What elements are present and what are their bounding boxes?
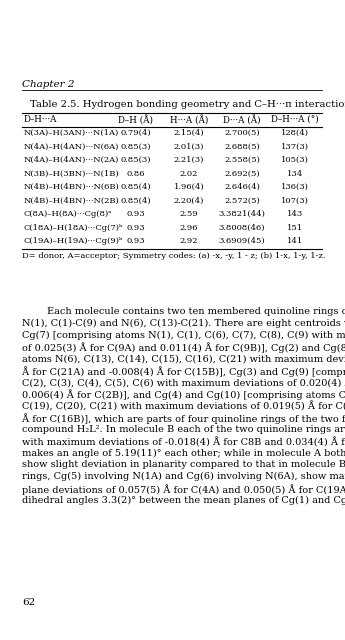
Text: Each molecule contains two ten membered quinoline rings comprising atoms: Each molecule contains two ten membered …: [22, 307, 345, 316]
Text: Cg(7) [comprising atoms N(1), C(1), C(6), C(7), C(8), C(9) with maximum deviatio: Cg(7) [comprising atoms N(1), C(1), C(6)…: [22, 331, 345, 340]
Text: 0.006(4) Å for C(2B)], and Cg(4) and Cg(10) [comprising atoms C(16), C(17), C(18: 0.006(4) Å for C(2B)], and Cg(4) and Cg(…: [22, 390, 345, 401]
Text: N(4B)–H(4BN)···N(6B): N(4B)–H(4BN)···N(6B): [24, 183, 120, 191]
Text: 0.93: 0.93: [127, 237, 145, 245]
Text: 2.21(3): 2.21(3): [174, 156, 204, 164]
Text: 2.92: 2.92: [180, 237, 198, 245]
Text: 136(3): 136(3): [281, 183, 309, 191]
Text: D–H···A (°): D–H···A (°): [271, 115, 319, 124]
Text: with maximum deviations of -0.018(4) Å for C8B and 0.034(4) Å for C(19B), and: with maximum deviations of -0.018(4) Å f…: [22, 436, 345, 447]
Text: N(4B)–H(4BN)···N(2B): N(4B)–H(4BN)···N(2B): [24, 196, 120, 205]
Text: N(3B)–H(3BN)···N(1B): N(3B)–H(3BN)···N(1B): [24, 170, 120, 177]
Text: H···A (Å): H···A (Å): [170, 115, 208, 125]
Text: 3.8008(46): 3.8008(46): [219, 223, 265, 232]
Text: 0.86: 0.86: [127, 170, 145, 177]
Text: 107(3): 107(3): [281, 196, 309, 205]
Text: Å for C(21A) and -0.008(4) Å for C(15B)], Cg(3) and Cg(9) [comprising atoms C(1): Å for C(21A) and -0.008(4) Å for C(15B)]…: [22, 366, 345, 377]
Text: 2.96: 2.96: [180, 223, 198, 232]
Text: 62: 62: [22, 598, 35, 607]
Text: C(2), C(3), C(4), C(5), C(6) with maximum deviations of 0.020(4) Å for C(1A) and: C(2), C(3), C(4), C(5), C(6) with maximu…: [22, 378, 345, 388]
Text: 2.01(3): 2.01(3): [174, 143, 204, 150]
Text: 2.59: 2.59: [180, 210, 198, 218]
Text: 1.96(4): 1.96(4): [174, 183, 204, 191]
Text: 2.572(5): 2.572(5): [224, 196, 260, 205]
Text: 141: 141: [287, 237, 303, 245]
Text: 2.02: 2.02: [180, 170, 198, 177]
Text: C(18A)–H(18A)···Cg(7)ᵇ: C(18A)–H(18A)···Cg(7)ᵇ: [24, 223, 124, 232]
Text: D= donor, A=acceptor; Symmetry codes: (a) -x, -y, 1 - z; (b) 1-x, 1-y, 1-z.: D= donor, A=acceptor; Symmetry codes: (a…: [22, 252, 325, 259]
Text: 0.85(3): 0.85(3): [121, 143, 151, 150]
Text: Å for C(16B)], which are parts of four quinoline rings of the two forms A and B : Å for C(16B)], which are parts of four q…: [22, 413, 345, 424]
Text: 0.79(4): 0.79(4): [121, 129, 151, 137]
Text: N(4A)–H(4AN)···N(6A): N(4A)–H(4AN)···N(6A): [24, 143, 119, 150]
Text: dihedral angles 3.3(2)° between the mean planes of Cg(1) and Cg(3) and 2.7(2)°: dihedral angles 3.3(2)° between the mean…: [22, 496, 345, 505]
Text: 2.15(4): 2.15(4): [174, 129, 204, 137]
Text: C(19), C(20), C(21) with maximum deviations of 0.019(5) Å for C(19A) and 0.014(4: C(19), C(20), C(21) with maximum deviati…: [22, 401, 345, 412]
Text: atoms N(6), C(13), C(14), C(15), C(16), C(21) with maximum deviations of 0.018(4: atoms N(6), C(13), C(14), C(15), C(16), …: [22, 354, 345, 363]
Text: Table 2.5. Hydrogen bonding geometry and C–H···π interactions of H₂L¹.: Table 2.5. Hydrogen bonding geometry and…: [30, 100, 345, 109]
Text: 3.6909(45): 3.6909(45): [219, 237, 265, 245]
Text: 0.93: 0.93: [127, 210, 145, 218]
Text: 0.93: 0.93: [127, 223, 145, 232]
Text: C(19A)–H(19A)···Cg(9)ᵇ: C(19A)–H(19A)···Cg(9)ᵇ: [24, 237, 124, 245]
Text: N(1), C(1)-C(9) and N(6), C(13)-C(21). There are eight centroids viz. Cg(1) and: N(1), C(1)-C(9) and N(6), C(13)-C(21). T…: [22, 319, 345, 328]
Text: 105(3): 105(3): [281, 156, 309, 164]
Text: of 0.025(3) Å for C(9A) and 0.011(4) Å for C(9B)], Cg(2) and Cg(8) [comprising: of 0.025(3) Å for C(9A) and 0.011(4) Å f…: [22, 342, 345, 353]
Text: compound H₂L². In molecule B each of the two quinoline rings are in separate pla: compound H₂L². In molecule B each of the…: [22, 425, 345, 434]
Text: 2.700(5): 2.700(5): [224, 129, 260, 137]
Text: 2.688(5): 2.688(5): [224, 143, 260, 150]
Text: 3.3821(44): 3.3821(44): [219, 210, 265, 218]
Text: D–H (Å): D–H (Å): [118, 115, 154, 125]
Text: makes an angle of 5.19(11)° each other; while in molecule A both quinoline rings: makes an angle of 5.19(11)° each other; …: [22, 449, 345, 458]
Text: 0.85(3): 0.85(3): [121, 156, 151, 164]
Text: D–H···A: D–H···A: [24, 115, 58, 124]
Text: C(8A)–H(8A)···Cg(8)ᵃ: C(8A)–H(8A)···Cg(8)ᵃ: [24, 210, 112, 218]
Text: 143: 143: [287, 210, 303, 218]
Text: 0.85(4): 0.85(4): [121, 196, 151, 205]
Text: rings, Cg(5) involving N(1A) and Cg(6) involving N(6A), show maximum mean: rings, Cg(5) involving N(1A) and Cg(6) i…: [22, 472, 345, 481]
Text: D···A (Å): D···A (Å): [223, 115, 261, 125]
Text: 2.692(5): 2.692(5): [224, 170, 260, 177]
Text: 2.646(4): 2.646(4): [224, 183, 260, 191]
Text: 2.558(5): 2.558(5): [224, 156, 260, 164]
Text: N(3A)–H(3AN)···N(1A): N(3A)–H(3AN)···N(1A): [24, 129, 119, 137]
Text: 137(3): 137(3): [281, 143, 309, 150]
Text: N(4A)–H(4AN)···N(2A): N(4A)–H(4AN)···N(2A): [24, 156, 119, 164]
Text: 0.85(4): 0.85(4): [121, 183, 151, 191]
Text: 2.20(4): 2.20(4): [174, 196, 204, 205]
Text: 151: 151: [287, 223, 303, 232]
Text: show slight deviation in planarity compared to that in molecule B. Here the quin: show slight deviation in planarity compa…: [22, 460, 345, 469]
Text: 134: 134: [287, 170, 303, 177]
Text: 128(4): 128(4): [281, 129, 309, 137]
Text: plane deviations of 0.057(5) Å for C(4A) and 0.050(5) Å for C(19A) respectively.: plane deviations of 0.057(5) Å for C(4A)…: [22, 484, 345, 495]
Text: Chapter 2: Chapter 2: [22, 80, 75, 89]
